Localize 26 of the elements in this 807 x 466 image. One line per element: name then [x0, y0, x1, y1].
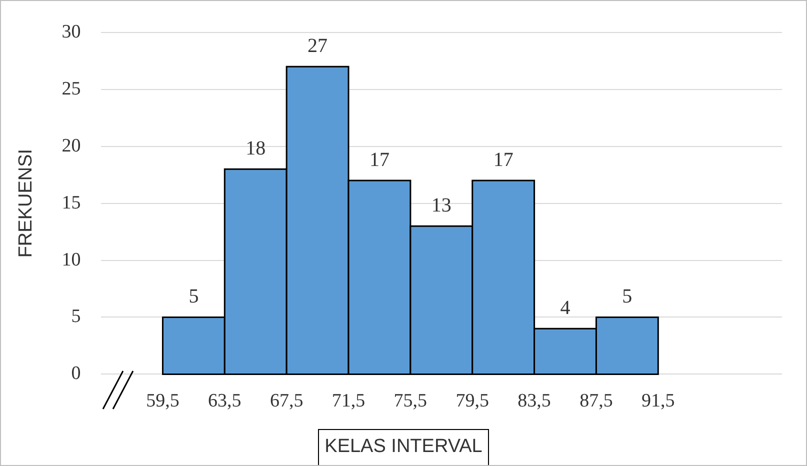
data-label: 5	[188, 285, 199, 308]
x-tick-label: 91,5	[642, 390, 675, 412]
data-label: 4	[560, 296, 570, 319]
x-axis-title: KELAS INTERVAL	[318, 429, 490, 466]
y-tick-label: 20	[62, 135, 81, 156]
x-tick-label: 79,5	[456, 390, 489, 412]
x-tick-label: 71,5	[332, 390, 366, 412]
data-label: 17	[493, 148, 514, 171]
x-tick-label: 63,5	[208, 390, 242, 412]
data-label: 5	[622, 285, 632, 308]
x-tick-label: 87,5	[580, 390, 613, 412]
data-label: 18	[246, 137, 266, 160]
x-tick-label: 83,5	[518, 390, 551, 412]
x-tick-label: 59,5	[146, 390, 180, 412]
x-tick-label: 67,5	[270, 390, 304, 412]
y-tick-label: 30	[62, 21, 81, 42]
data-label: 27	[308, 34, 328, 57]
x-tick-label: 75,5	[394, 390, 428, 412]
y-tick-label: 15	[62, 192, 81, 214]
y-tick-label: 10	[62, 249, 81, 270]
y-tick-label: 0	[71, 363, 81, 384]
y-tick-label: 25	[62, 78, 81, 100]
y-tick-label: 5	[71, 306, 81, 328]
data-label: 13	[431, 194, 452, 216]
y-axis-title: FREKUENSI	[16, 148, 37, 258]
data-label: 17	[369, 148, 390, 171]
